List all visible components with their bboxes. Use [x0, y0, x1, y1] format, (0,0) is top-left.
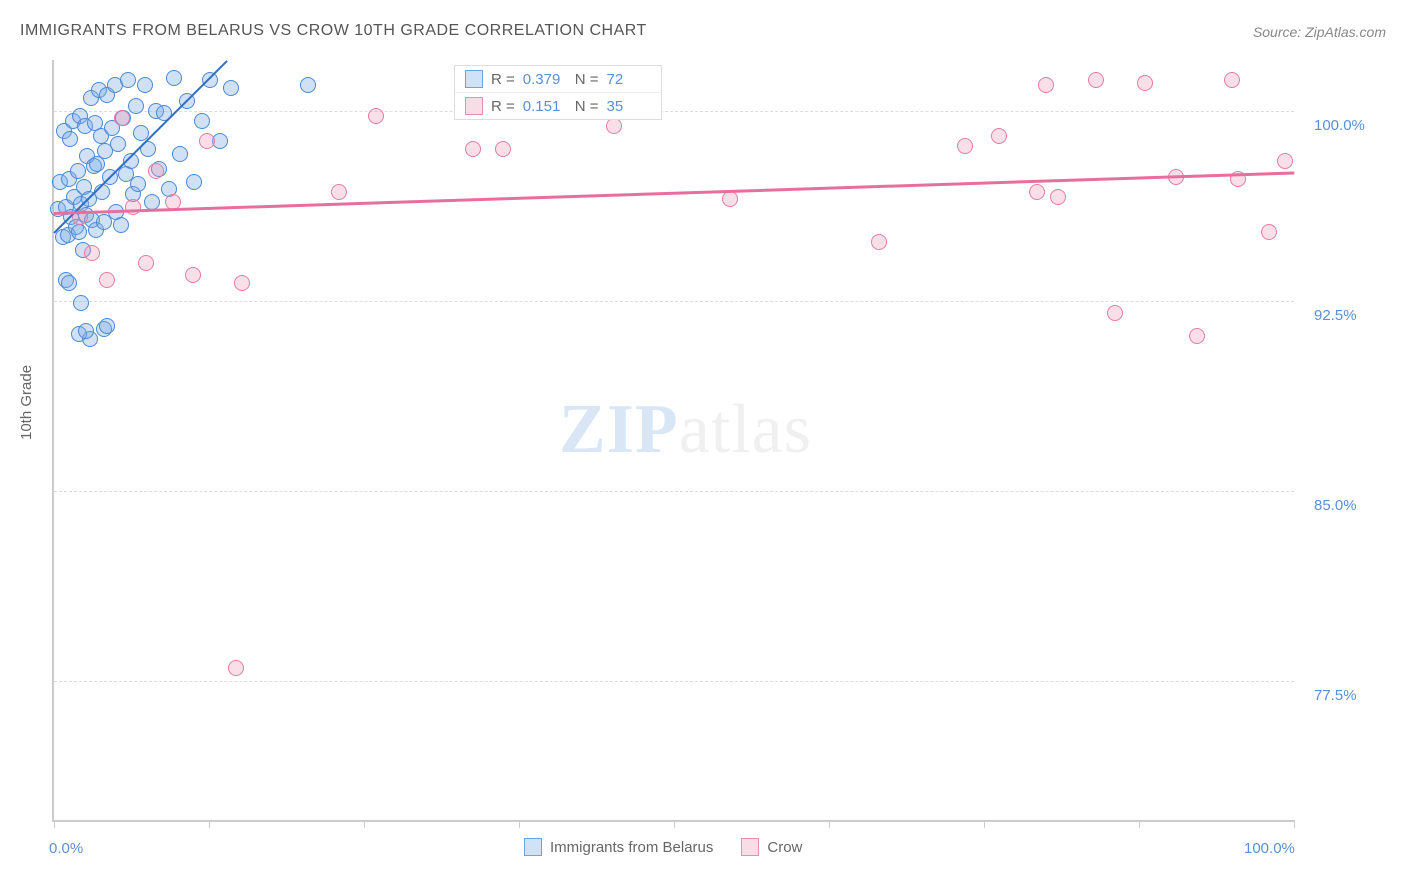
data-point — [125, 199, 141, 215]
y-axis-label: 10th Grade — [18, 365, 35, 440]
y-tick-label: 85.0% — [1314, 497, 1357, 514]
data-point — [128, 98, 144, 114]
data-point — [722, 191, 738, 207]
data-point — [172, 146, 188, 162]
data-point — [71, 224, 87, 240]
data-point — [137, 77, 153, 93]
data-point — [465, 141, 481, 157]
plot-area: ZIPatlas 77.5%85.0%92.5%100.0%0.0%100.0%… — [52, 60, 1294, 822]
data-point — [199, 133, 215, 149]
stats-row: R = 0.151 N = 35 — [455, 92, 661, 119]
data-point — [78, 323, 94, 339]
data-point — [61, 275, 77, 291]
stats-row: R = 0.379 N = 72 — [455, 66, 661, 92]
data-point — [1088, 72, 1104, 88]
data-point — [368, 108, 384, 124]
x-tick — [1139, 820, 1140, 828]
r-label: R = — [491, 98, 515, 115]
data-point — [114, 110, 130, 126]
x-tick-label: 0.0% — [49, 840, 83, 857]
y-tick-label: 77.5% — [1314, 687, 1357, 704]
data-point — [120, 72, 136, 88]
source-prefix: Source: — [1253, 24, 1305, 40]
n-label: N = — [575, 98, 599, 115]
n-value: 72 — [607, 71, 651, 88]
data-point — [871, 234, 887, 250]
data-point — [1050, 189, 1066, 205]
legend-swatch — [741, 838, 759, 856]
data-point — [331, 184, 347, 200]
legend-swatch — [465, 97, 483, 115]
legend-item[interactable]: Crow — [741, 838, 802, 856]
legend: Immigrants from Belarus Crow — [524, 838, 802, 856]
gridline — [54, 111, 1294, 112]
data-point — [991, 128, 1007, 144]
data-point — [1277, 153, 1293, 169]
data-point — [1029, 184, 1045, 200]
data-point — [1137, 75, 1153, 91]
legend-swatch — [465, 70, 483, 88]
source-link[interactable]: ZipAtlas.com — [1305, 24, 1386, 40]
data-point — [62, 131, 78, 147]
data-point — [73, 295, 89, 311]
chart-title: IMMIGRANTS FROM BELARUS VS CROW 10TH GRA… — [20, 22, 647, 40]
legend-label: Immigrants from Belarus — [550, 839, 713, 856]
data-point — [1189, 328, 1205, 344]
data-point — [234, 275, 250, 291]
data-point — [606, 118, 622, 134]
data-point — [144, 194, 160, 210]
data-point — [130, 176, 146, 192]
x-tick — [364, 820, 365, 828]
watermark-zip: ZIP — [559, 391, 679, 468]
data-point — [223, 80, 239, 96]
data-point — [228, 660, 244, 676]
legend-label: Crow — [767, 839, 802, 856]
y-tick-label: 92.5% — [1314, 307, 1357, 324]
y-tick-label: 100.0% — [1314, 117, 1365, 134]
gridline — [54, 681, 1294, 682]
x-tick — [1294, 820, 1295, 828]
data-point — [300, 77, 316, 93]
data-point — [957, 138, 973, 154]
watermark-atlas: atlas — [679, 391, 812, 468]
x-tick — [674, 820, 675, 828]
source-attribution: Source: ZipAtlas.com — [1253, 24, 1386, 40]
n-label: N = — [575, 71, 599, 88]
legend-item[interactable]: Immigrants from Belarus — [524, 838, 713, 856]
data-point — [70, 163, 86, 179]
data-point — [186, 174, 202, 190]
data-point — [1107, 305, 1123, 321]
data-point — [138, 255, 154, 271]
data-point — [99, 272, 115, 288]
gridline — [54, 491, 1294, 492]
data-point — [110, 136, 126, 152]
data-point — [212, 133, 228, 149]
gridline — [54, 301, 1294, 302]
data-point — [84, 245, 100, 261]
r-value: 0.379 — [523, 71, 567, 88]
r-label: R = — [491, 71, 515, 88]
watermark: ZIPatlas — [559, 390, 812, 470]
data-point — [1224, 72, 1240, 88]
x-tick — [984, 820, 985, 828]
data-point — [166, 70, 182, 86]
data-point — [185, 267, 201, 283]
data-point — [1261, 224, 1277, 240]
data-point — [1038, 77, 1054, 93]
data-point — [113, 217, 129, 233]
x-tick — [829, 820, 830, 828]
x-tick — [519, 820, 520, 828]
r-value: 0.151 — [523, 98, 567, 115]
stats-box: R = 0.379 N = 72 R = 0.151 N = 35 — [454, 65, 662, 120]
data-point — [495, 141, 511, 157]
n-value: 35 — [607, 98, 651, 115]
data-point — [194, 113, 210, 129]
trend-line — [54, 171, 1294, 214]
legend-swatch — [524, 838, 542, 856]
x-tick — [54, 820, 55, 828]
data-point — [148, 163, 164, 179]
x-tick-label: 100.0% — [1244, 840, 1295, 857]
data-point — [99, 318, 115, 334]
x-tick — [209, 820, 210, 828]
